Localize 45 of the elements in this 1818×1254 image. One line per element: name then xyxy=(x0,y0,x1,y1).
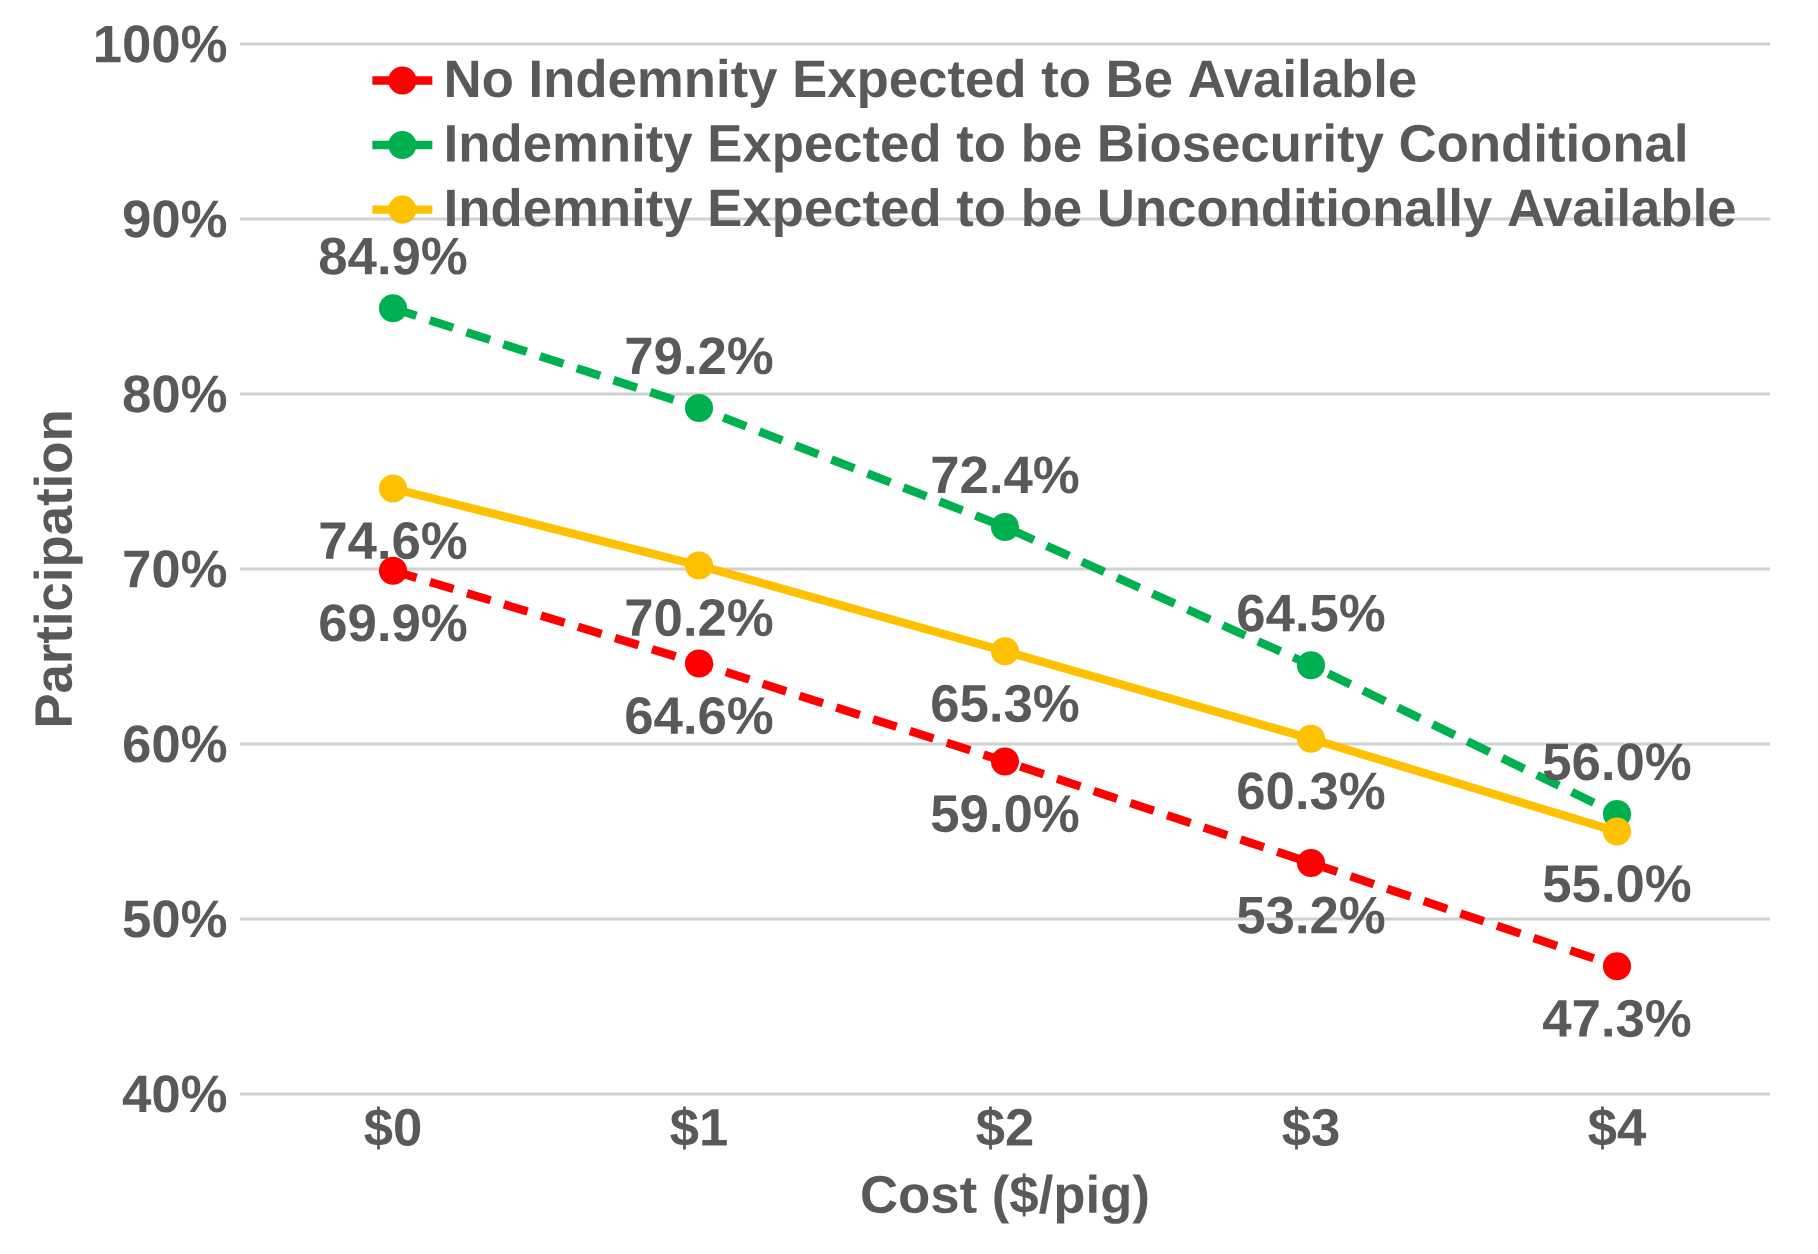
x-tick-label: $4 xyxy=(1588,1106,1647,1150)
data-label: 53.2% xyxy=(1237,896,1385,934)
point xyxy=(1602,952,1632,981)
y-tick-label: 70% xyxy=(124,550,227,588)
data-label: 72.4% xyxy=(932,456,1079,494)
data-label: 79.2% xyxy=(626,337,773,375)
point xyxy=(990,512,1020,542)
data-label: 59.0% xyxy=(931,794,1079,833)
y-tick-label: 80% xyxy=(123,375,227,413)
data-label: 84.9% xyxy=(319,237,467,275)
point xyxy=(378,474,408,503)
point xyxy=(1602,817,1632,846)
point xyxy=(1296,651,1326,680)
data-label: 55.0% xyxy=(1543,864,1691,903)
legend-label: No Indemnity Expected to Be Available xyxy=(447,58,1416,108)
legend-label: Indemnity Expected to be Biosecurity Conditional xyxy=(447,123,1685,173)
x-tick-label: $3 xyxy=(1282,1106,1339,1150)
data-label: 69.9% xyxy=(320,604,467,642)
point xyxy=(684,393,714,423)
data-label: 47.3% xyxy=(1543,999,1691,1038)
point xyxy=(378,294,408,323)
point xyxy=(684,649,714,678)
x-tick-label: $1 xyxy=(670,1106,727,1150)
data-label: 64.6% xyxy=(626,696,773,735)
point xyxy=(684,551,714,580)
y-tick-label: 100% xyxy=(96,25,227,63)
data-label: 65.3% xyxy=(932,684,1079,723)
data-label: 74.6% xyxy=(320,522,467,560)
x-axis-title: Cost ($/pig) xyxy=(862,1173,1148,1224)
y-tick-label: 60% xyxy=(124,725,227,763)
point xyxy=(1296,724,1326,753)
x-tick-label: $0 xyxy=(364,1106,421,1150)
data-label: 60.3% xyxy=(1238,772,1385,810)
legend-label: Indemnity Expected to be Unconditionally Available xyxy=(447,187,1735,238)
data-label: 70.2% xyxy=(626,598,773,637)
point xyxy=(1296,848,1326,878)
data-label: 64.5% xyxy=(1238,594,1385,632)
point xyxy=(990,637,1020,666)
data-label: 56.0% xyxy=(1543,743,1691,781)
y-tick-label: 50% xyxy=(123,900,227,938)
y-axis-title: Participation xyxy=(33,412,83,726)
y-tick-label: 40% xyxy=(122,1075,227,1113)
x-tick-label: $2 xyxy=(976,1106,1033,1150)
point xyxy=(990,747,1020,776)
y-tick-label: 90% xyxy=(123,200,227,238)
